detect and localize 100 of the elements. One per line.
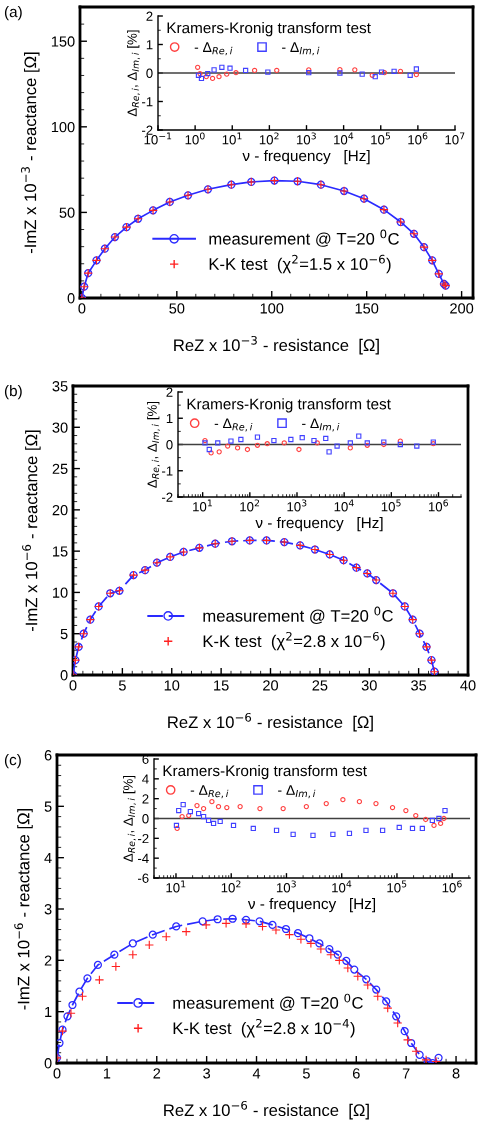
y-tick-label: 5 <box>44 801 52 812</box>
point <box>83 974 92 983</box>
x-tick-label: 25 <box>312 680 328 691</box>
point <box>66 1008 76 1018</box>
x-tick-label: 10$^{3}$ <box>287 499 307 512</box>
legend-label: measurement @ T=20 $^{0}$C <box>209 229 399 247</box>
x-tick-label: 10$^{6}$ <box>408 132 428 145</box>
x-tick-label: 3 <box>203 1068 211 1079</box>
x-tick-label: 10$^{4}$ <box>334 499 354 512</box>
x-tick-label: 200 <box>450 303 474 314</box>
y-tick-label: 1 <box>166 413 173 424</box>
point <box>172 922 181 931</box>
x-tick-label: 20 <box>263 680 279 691</box>
x-tick-label: 10$^{2}$ <box>259 132 279 145</box>
x-axis-title: ν - frequency [Hz] <box>242 149 370 165</box>
x-tick-label: 10$^{4}$ <box>332 880 352 893</box>
y-tick-label: 50 <box>59 207 75 218</box>
point <box>241 915 251 924</box>
point <box>110 950 119 959</box>
point <box>315 939 324 948</box>
point <box>325 944 334 954</box>
legend-label: - Δ$_{Re,i}$ <box>190 785 229 799</box>
point <box>63 1012 72 1021</box>
x-tick-label: 7 <box>402 1068 410 1079</box>
x-tick-label: 35 <box>411 680 427 691</box>
legend-label: - Δ$_{Re,i}$ <box>214 418 253 432</box>
y-tick-label: 25 <box>52 463 68 474</box>
x-axis-title: ν - frequency [Hz] <box>247 897 376 913</box>
y-tick-label: -2 <box>137 833 149 844</box>
x-tick-label: 10$^{1}$ <box>222 132 242 145</box>
y-tick-label: 2 <box>142 794 149 804</box>
x-tick-label: 10$^{6}$ <box>428 499 449 512</box>
x-tick-label: 10$^{2}$ <box>240 499 260 512</box>
point <box>362 975 371 984</box>
y-tick-label: 0 <box>142 814 149 824</box>
x-axis-title: ν - frequency [Hz] <box>255 516 383 532</box>
y-tick-label: 3 <box>44 904 52 915</box>
chart-title: (c) <box>4 754 21 769</box>
x-tick-label: 150 <box>355 303 379 314</box>
x-axis-title: ReZ x 10$^{−3}$ - resistance [Ω] <box>174 335 379 355</box>
y-tick-label: 2 <box>44 955 52 966</box>
y-tick-label: 15 <box>53 546 68 557</box>
point <box>198 917 207 926</box>
y-tick-label: 10 <box>53 587 68 598</box>
y-tick-label: 2 <box>146 11 153 21</box>
point <box>333 950 342 959</box>
y-tick-label: 100 <box>51 121 75 133</box>
legend-label: K-K test (χ$^{2}$=2.8 x 10$^{−4}$) <box>173 1018 355 1038</box>
x-tick-label: 1 <box>103 1068 111 1079</box>
x-tick-label: 10$^{5}$ <box>387 880 407 893</box>
point <box>271 925 281 935</box>
x-tick-label: 40 <box>460 680 476 691</box>
x-tick-label: 4 <box>252 1068 261 1079</box>
y-tick-label: -1 <box>161 466 173 476</box>
point <box>75 987 84 996</box>
legend-label: K-K test (χ$^{2}$=1.5 x 10$^{−6}$) <box>209 254 391 274</box>
x-tick-label: 10$^{3}$ <box>296 132 316 145</box>
point <box>268 920 277 930</box>
legend-label: - Δ$_{Im,i}$ <box>302 418 340 432</box>
x-tick-label: 2 <box>153 1068 161 1079</box>
y-axis-title: Δ$_{Re,i}$, Δ$_{Im,i}$ [%] <box>147 401 160 488</box>
x-tick-label: 30 <box>361 680 377 691</box>
y-tick-label: 4 <box>44 852 52 863</box>
legend-title: Kramers-Kronig transform test <box>187 398 391 413</box>
x-tick-label: 10$^{1}$ <box>166 880 186 893</box>
x-tick-label: 8 <box>452 1068 460 1079</box>
y-axis-title: Δ$_{Re,i}$, Δ$_{Im,i}$ [%] <box>127 30 140 117</box>
y-tick-label: 5 <box>60 628 68 640</box>
point <box>407 1038 416 1048</box>
point <box>128 939 137 948</box>
y-axis-title: -ImZ x 10$^{−6}$ - reactance [Ω] <box>22 430 41 632</box>
point <box>363 980 373 990</box>
x-tick-label: 10$^{1}$ <box>193 499 212 512</box>
point <box>316 944 326 954</box>
legend-label: K-K test (χ$^{2}$=2.8 x 10$^{−6}$) <box>203 631 385 651</box>
legend-title: Kramers-Kronig transform test <box>163 764 367 780</box>
legend-label: - Δ$_{Im,i}$ <box>282 42 320 56</box>
point <box>372 985 381 994</box>
y-tick-label: 6 <box>44 750 52 761</box>
legend-label: - Δ$_{Im,i}$ <box>278 785 316 799</box>
point <box>148 930 157 939</box>
x-tick-label: 10$^{7}$ <box>445 132 465 145</box>
point <box>415 1050 424 1059</box>
y-tick-label: 0 <box>60 670 68 681</box>
x-tick-label: 10$^{4}$ <box>334 132 354 145</box>
y-tick-label: 2 <box>166 387 173 397</box>
x-tick-label: 10$^{5}$ <box>371 132 391 145</box>
chart-title: (a) <box>4 6 22 21</box>
point <box>305 934 314 943</box>
x-tick-label: 6 <box>352 1068 360 1079</box>
y-tick-label: -1 <box>141 97 153 107</box>
x-tick-label: 0 <box>78 303 86 314</box>
y-axis-title: -ImZ x 10$^{−6}$ - reactance [Ω] <box>14 808 33 1010</box>
point <box>382 997 391 1006</box>
chart-title: (b) <box>4 385 22 400</box>
y-axis-title: -ImZ x 10$^{−3}$ - reactance [Ω] <box>21 52 40 254</box>
x-tick-label: 5 <box>118 680 126 691</box>
point <box>343 963 353 973</box>
y-tick-label: 30 <box>52 422 68 433</box>
y-tick-label: 150 <box>51 36 75 47</box>
